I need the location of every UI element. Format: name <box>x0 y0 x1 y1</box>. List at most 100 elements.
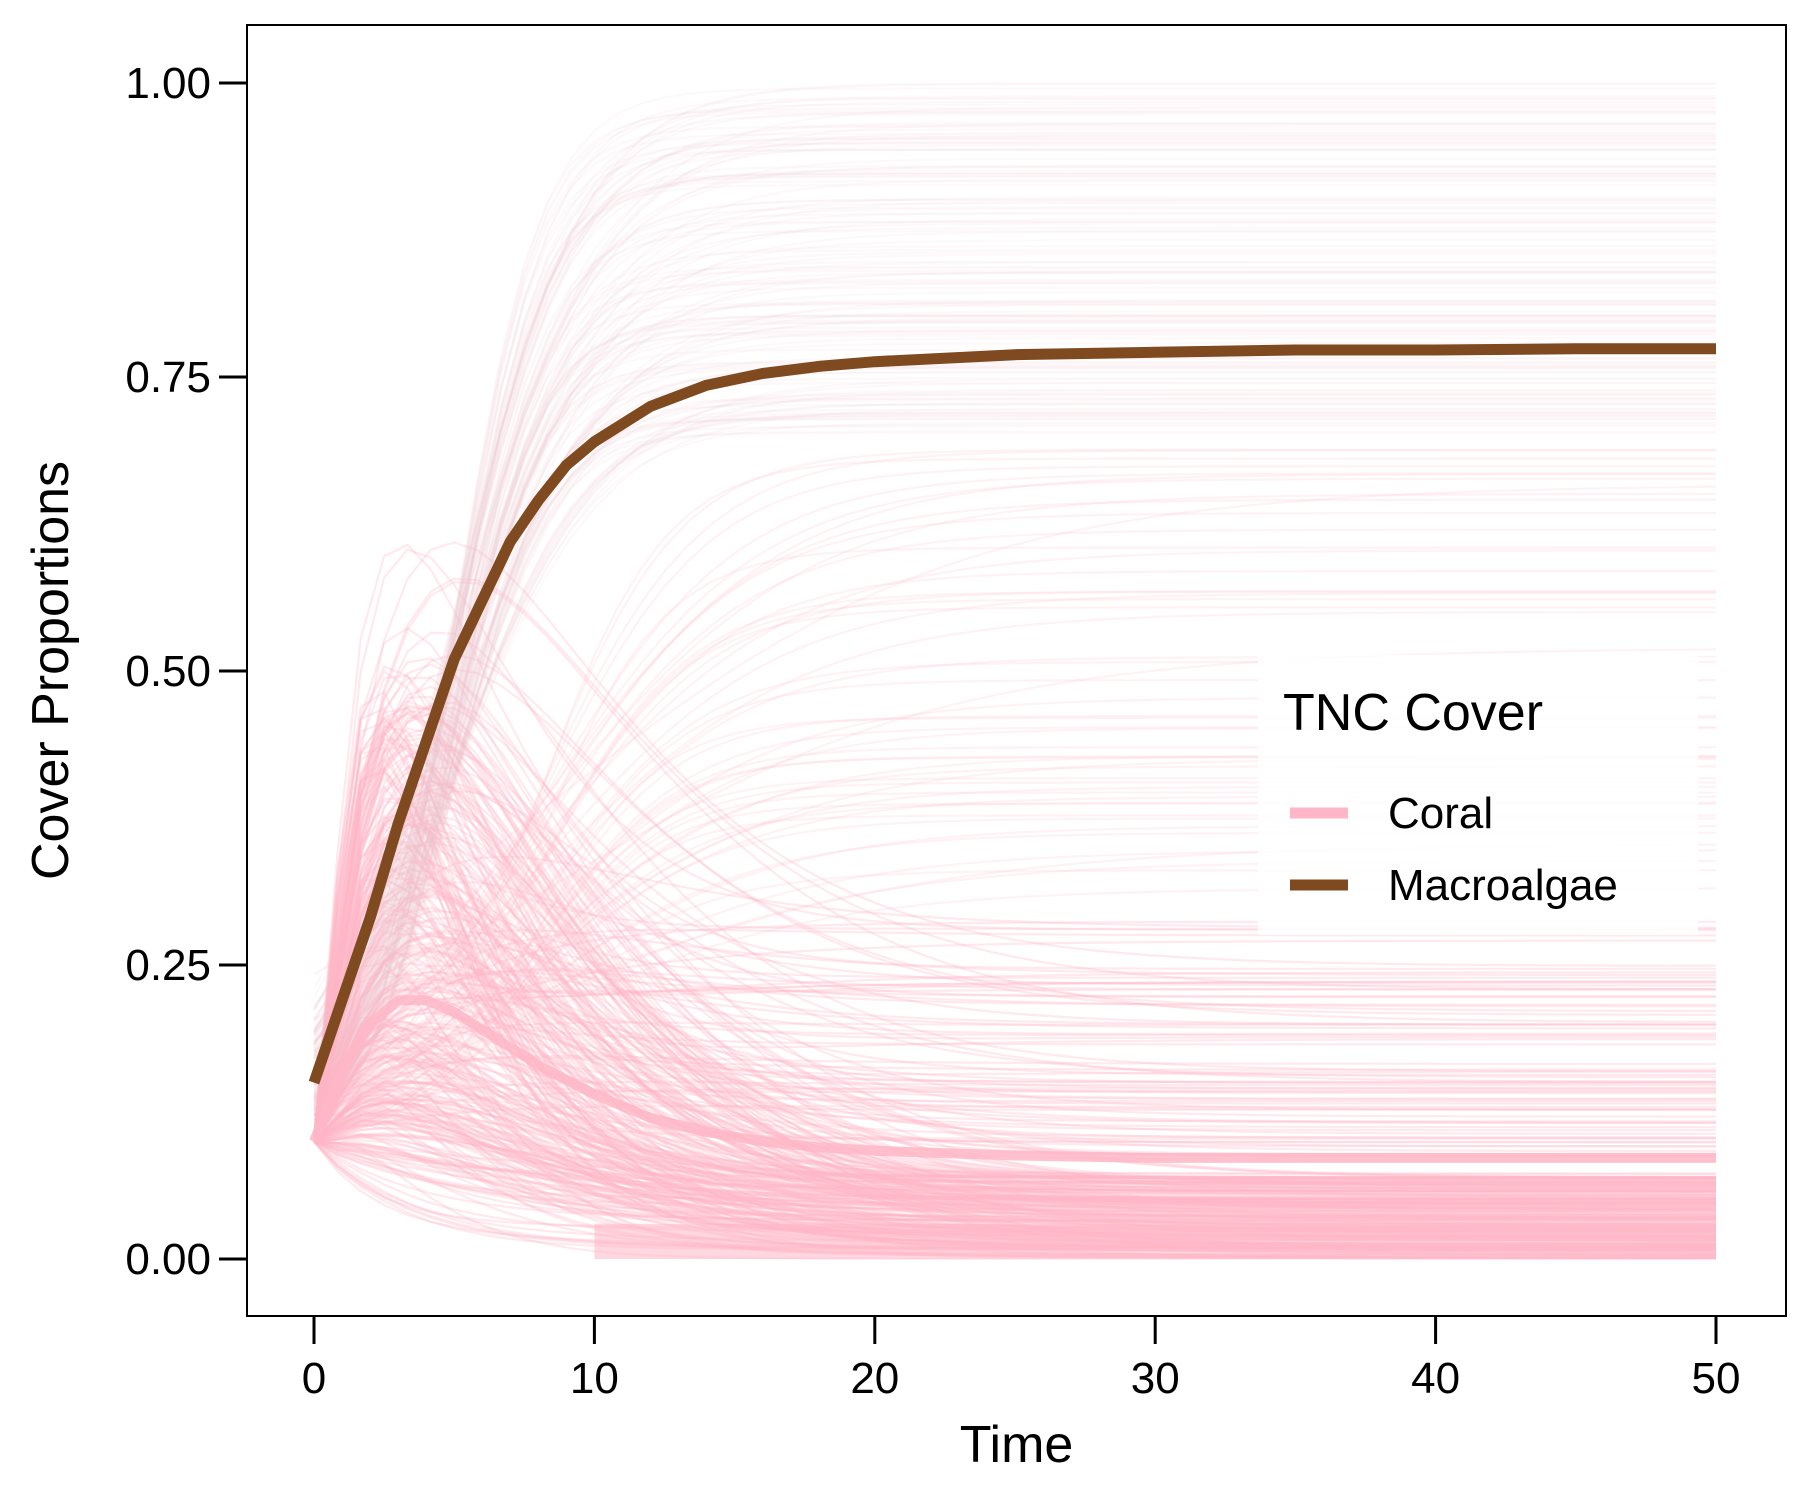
coral-trajectory-line <box>312 653 1716 1142</box>
coral-trajectory-line <box>312 706 1716 1214</box>
coral-trajectory-line <box>313 1080 1716 1203</box>
coral-trajectory-line <box>313 1140 1716 1225</box>
coral-trajectory-line <box>312 789 1717 1142</box>
coral-trajectory-line <box>312 781 1716 1180</box>
coral-trajectory-line <box>313 144 1716 1038</box>
coral-trajectory-line <box>313 1133 1716 1209</box>
coral-trajectory-line <box>312 712 1716 1188</box>
coral-trajectory-line <box>312 626 1716 1142</box>
coral-trajectory-line <box>313 315 1716 1085</box>
coral-trajectory-line <box>312 970 1716 1142</box>
coral-trajectory-line <box>312 663 1716 1142</box>
coral-trajectory-line <box>313 239 1716 1025</box>
y-tick-label: 0.75 <box>125 353 211 402</box>
coral-trajectory-line <box>312 952 1716 1213</box>
coral-trajectory-line <box>313 414 1716 1078</box>
coral-trajectory-line <box>313 399 1716 1092</box>
coral-trajectory-line <box>313 457 1716 1125</box>
coral-trajectory-line <box>312 706 1716 1190</box>
coral-trajectory-line <box>313 381 1716 1036</box>
coral-trajectory-line <box>312 580 1717 1142</box>
coral-trajectory-line <box>313 393 1716 1083</box>
coral-trajectory-line <box>313 415 1716 1106</box>
coral-trajectory-line <box>313 1122 1716 1221</box>
coral-trajectory-line <box>312 818 1716 1207</box>
coral-trajectory-line <box>313 260 1716 1083</box>
coral-trajectory-line <box>313 1112 1717 1219</box>
coral-trajectory-line <box>313 230 1716 1106</box>
x-tick-label: 10 <box>570 1354 619 1403</box>
coral-trajectory-line <box>313 407 1716 1043</box>
coral-trajectory-line <box>313 157 1716 1023</box>
series-line-coral <box>309 995 1716 1163</box>
coral-trajectory-line <box>312 881 1716 1202</box>
coral-trajectory-line <box>312 731 1716 1142</box>
series-line-macroalgae <box>308 343 1716 1085</box>
coral-trajectory-line <box>313 492 1716 1042</box>
coral-trajectory-line <box>313 1011 1716 1142</box>
coral-trajectory-line <box>313 1087 1716 1143</box>
coral-trajectory-line <box>312 707 1716 1206</box>
coral-trajectory-line <box>312 942 1716 1194</box>
coral-trajectory-line <box>312 690 1716 1192</box>
coral-trajectory-line <box>313 1140 1716 1224</box>
y-axis: 0.00 0.25 0.50 0.75 1.00 <box>125 59 247 1284</box>
coral-trajectory-line <box>312 814 1716 1207</box>
coral-trajectory-line <box>313 334 1716 1101</box>
coral-trajectory-line <box>313 546 1716 1127</box>
coral-trajectory-line <box>313 1098 1716 1222</box>
coral-trajectory-line <box>313 196 1716 1022</box>
coral-trajectory-line <box>312 667 1716 1142</box>
coral-trajectory-line <box>312 1023 1716 1179</box>
coral-trajectory-line <box>312 929 1716 1142</box>
coral-trajectory-line <box>313 200 1716 1008</box>
coral-trajectory-line <box>313 1086 1716 1144</box>
coral-trajectory-line <box>313 212 1716 1082</box>
coral-trajectory-line <box>313 1049 1716 1190</box>
coral-trajectory-line <box>312 891 1716 1219</box>
coral-trajectory-line <box>313 361 1716 1118</box>
coral-trajectory-line <box>312 766 1716 1180</box>
coral-trajectory-line <box>313 198 1716 1076</box>
coral-trajectory-line <box>313 1052 1717 1143</box>
coral-trajectory-line <box>313 321 1716 1117</box>
x-tick-label: 50 <box>1692 1354 1741 1403</box>
coral-trajectory-line <box>312 970 1716 1142</box>
coral-trajectory-line <box>312 928 1716 1142</box>
coral-trajectory-line <box>313 123 1716 1047</box>
coral-trajectory-line <box>312 824 1716 1221</box>
coral-trajectory-line <box>313 330 1716 1111</box>
coral-trajectory-line <box>312 948 1716 1186</box>
coral-trajectory-line <box>312 766 1717 1179</box>
legend-label-coral: Coral <box>1388 789 1493 838</box>
x-tick-label: 0 <box>302 1354 326 1403</box>
coral-trajectory-line <box>312 980 1716 1142</box>
coral-trajectory-line <box>313 421 1716 1063</box>
coral-trajectory-line <box>312 945 1716 1179</box>
coral-trajectory-line <box>312 1022 1716 1217</box>
coral-trajectory-line <box>313 1059 1716 1209</box>
coral-trajectory-line <box>313 97 1716 1057</box>
coral-trajectory-line <box>312 964 1716 1142</box>
x-axis-label: Time <box>960 1416 1074 1474</box>
coral-trajectory-line <box>313 549 1716 1059</box>
coral-trajectory-line <box>312 720 1716 1189</box>
coral-trajectory-line <box>313 135 1716 1074</box>
coral-trajectory-line <box>313 528 1716 1081</box>
coral-near-zero-band <box>594 1223 1716 1259</box>
coral-trajectory-line <box>312 875 1716 1142</box>
coral-trajectory-line <box>313 301 1716 1079</box>
coral-trajectory-line <box>313 282 1716 1116</box>
coral-trajectory-line <box>313 291 1716 1046</box>
coral-trajectory-line <box>313 430 1716 1107</box>
coral-trajectory-line <box>313 1101 1716 1198</box>
coral-trajectory-line <box>313 1140 1716 1178</box>
coral-trajectory-line <box>313 1080 1717 1205</box>
coral-trajectory-line <box>313 198 1716 1079</box>
coral-trajectory-line <box>313 397 1716 1082</box>
coral-trajectory-line <box>313 271 1716 1060</box>
coral-trajectory-line <box>312 840 1716 1211</box>
coral-trajectory-line <box>312 1023 1716 1200</box>
coral-trajectory-line <box>312 685 1716 1187</box>
coral-trajectory-line <box>312 749 1717 1199</box>
